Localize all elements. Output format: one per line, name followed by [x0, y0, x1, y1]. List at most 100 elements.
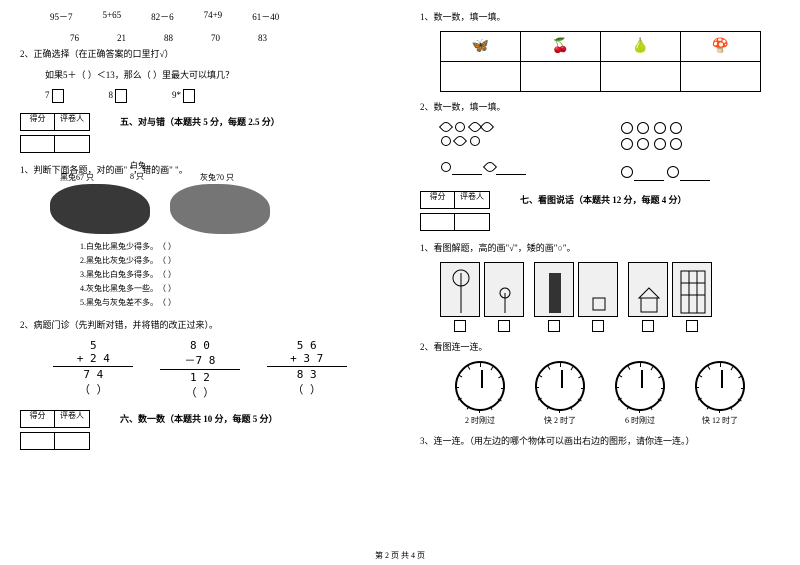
pic-item: [578, 262, 618, 332]
icon-row: [620, 121, 760, 137]
score-box-empty[interactable]: [20, 135, 90, 153]
r-q2: 2、数一数，填一填。: [420, 100, 780, 113]
num: 21: [117, 33, 126, 43]
score-box: 得分 评卷人: [420, 191, 490, 209]
pear-icon: [637, 138, 649, 150]
answer-box[interactable]: [592, 320, 604, 332]
black-rabbit-group: 黑兔67 只 白兔 8 只: [50, 184, 150, 234]
icon-cell: 🍄: [681, 32, 761, 62]
sun-icon: [455, 122, 465, 132]
answer-box[interactable]: [454, 320, 466, 332]
checkbox[interactable]: [52, 89, 64, 103]
icon-cell: 🍒: [521, 32, 601, 62]
judgment-item: 5.黑兔与灰兔差不多。（ ）: [80, 296, 380, 310]
tree-tall-icon: [440, 262, 480, 317]
section7-header: 得分 评卷人 七、看图说话（本题共 12 分，每题 4 分）: [420, 191, 780, 235]
picture-row: [440, 262, 780, 332]
blank-cell[interactable]: [441, 62, 521, 92]
section6-title: 六、数一数（本题共 10 分，每题 5 分）: [120, 412, 278, 425]
s7-q1: 1、看图解题，高的画"√"，矮的画"○"。: [420, 241, 780, 254]
page-footer: 第 2 页 共 4 页: [0, 550, 800, 561]
arith-problem: 8 0 －7 8 1 2 （ ）: [160, 339, 240, 400]
rabbit-shape: [170, 184, 270, 234]
choice: 9*: [172, 89, 195, 103]
clock-face-icon: [695, 361, 745, 411]
s5-q2: 2、病题门诊（先判断对错，并将错的改正过来）。: [20, 318, 380, 331]
right-column: 1、数一数，填一填。 🦋 🍒 🍐 🍄 2、数一数，填一填。: [400, 0, 800, 565]
expr: 95－7: [50, 10, 73, 23]
blank[interactable]: [680, 171, 710, 181]
answer-box[interactable]: [548, 320, 560, 332]
thermos-icon: [534, 262, 574, 317]
pic-pair: [628, 262, 712, 332]
rabbit-shape: [50, 184, 150, 234]
pic-item: [628, 262, 668, 332]
pic-pair: [534, 262, 618, 332]
checkbox[interactable]: [115, 89, 127, 103]
judgment-item: 4.灰兔比黑兔多一些。（ ）: [80, 282, 380, 296]
choice: 7: [45, 89, 64, 103]
icon-cell: 🦋: [441, 32, 521, 62]
score-box-empty[interactable]: [420, 213, 490, 231]
moon-icon: [453, 134, 467, 148]
arith-problem: 5 + 2 4 7 4 （ ）: [53, 339, 133, 400]
table-row: 🦋 🍒 🍐 🍄: [441, 32, 761, 62]
answer-box[interactable]: [642, 320, 654, 332]
expr: 74+9: [204, 10, 223, 23]
expression-row: 95－7 5+65 82－6 74+9 61－40: [50, 10, 380, 23]
choices-row: 7 8 9*: [45, 89, 380, 103]
checkbox[interactable]: [183, 89, 195, 103]
blank[interactable]: [634, 171, 664, 181]
white-label: 白兔 8 只: [130, 160, 150, 182]
blank[interactable]: [496, 165, 526, 175]
count-table: 🦋 🍒 🍐 🍄: [440, 31, 761, 92]
pic-item: [484, 262, 524, 332]
blank-cell[interactable]: [681, 62, 761, 92]
apple-icon: [654, 138, 666, 150]
clock-item: 6 时刚过: [615, 361, 665, 426]
answer-box[interactable]: [686, 320, 698, 332]
sun-icon: [441, 162, 451, 172]
black-label: 黑兔67 只: [60, 172, 94, 183]
expr: 82－6: [151, 10, 174, 23]
score-box: 得分 评卷人: [20, 113, 90, 131]
gray-label: 灰兔70 只: [200, 172, 234, 183]
grader-label: 评卷人: [55, 114, 89, 130]
left-column: 95－7 5+65 82－6 74+9 61－40 76 21 88 70 83…: [0, 0, 400, 565]
moon-icon: [439, 120, 453, 134]
table-row[interactable]: [441, 62, 761, 92]
arithmetic-row: 5 + 2 4 7 4 （ ） 8 0 －7 8 1 2 （ ） 5 6 + 3…: [40, 339, 360, 400]
score-box-empty[interactable]: [20, 432, 90, 450]
clock-item: 快 2 时了: [535, 361, 585, 426]
gray-rabbit-group: 灰兔70 只: [170, 184, 270, 234]
score-label: 得分: [21, 114, 55, 130]
judgment-item: 2.黑兔比灰兔少得多。（ ）: [80, 254, 380, 268]
count-group-left: [440, 121, 580, 181]
number-row: 76 21 88 70 83: [70, 33, 380, 43]
answer-box[interactable]: [498, 320, 510, 332]
tree-short-icon: [484, 262, 524, 317]
expr: 61－40: [252, 10, 279, 23]
clock-face-icon: [615, 361, 665, 411]
clock-row: 2 时刚过 快 2 时了 6 时刚过 快 12 时了: [440, 361, 760, 426]
num: 88: [164, 33, 173, 43]
section5-header: 得分 评卷人 五、对与错（本题共 5 分，每题 2.5 分）: [20, 113, 380, 157]
blank-cell[interactable]: [521, 62, 601, 92]
num: 83: [258, 33, 267, 43]
clock-item: 2 时刚过: [455, 361, 505, 426]
q2-sub: 如果5＋（ ）＜13，那么（ ）里最大可以填几？: [45, 68, 380, 81]
building-icon: [672, 262, 712, 317]
pic-item: [534, 262, 574, 332]
icon-row: [620, 137, 760, 153]
blank-cell[interactable]: [601, 62, 681, 92]
apple-icon: [621, 122, 633, 134]
sun-icon: [441, 136, 451, 146]
apple-icon: [621, 138, 633, 150]
cup-icon: [578, 262, 618, 317]
clock-face-icon: [535, 361, 585, 411]
apple-icon: [621, 166, 633, 178]
blank[interactable]: [452, 165, 482, 175]
judgment-list: 1.白兔比黑兔少得多。（ ） 2.黑兔比灰兔少得多。（ ） 3.黑兔比白兔多得多…: [80, 240, 380, 310]
num: 76: [70, 33, 79, 43]
choice: 8: [109, 89, 128, 103]
